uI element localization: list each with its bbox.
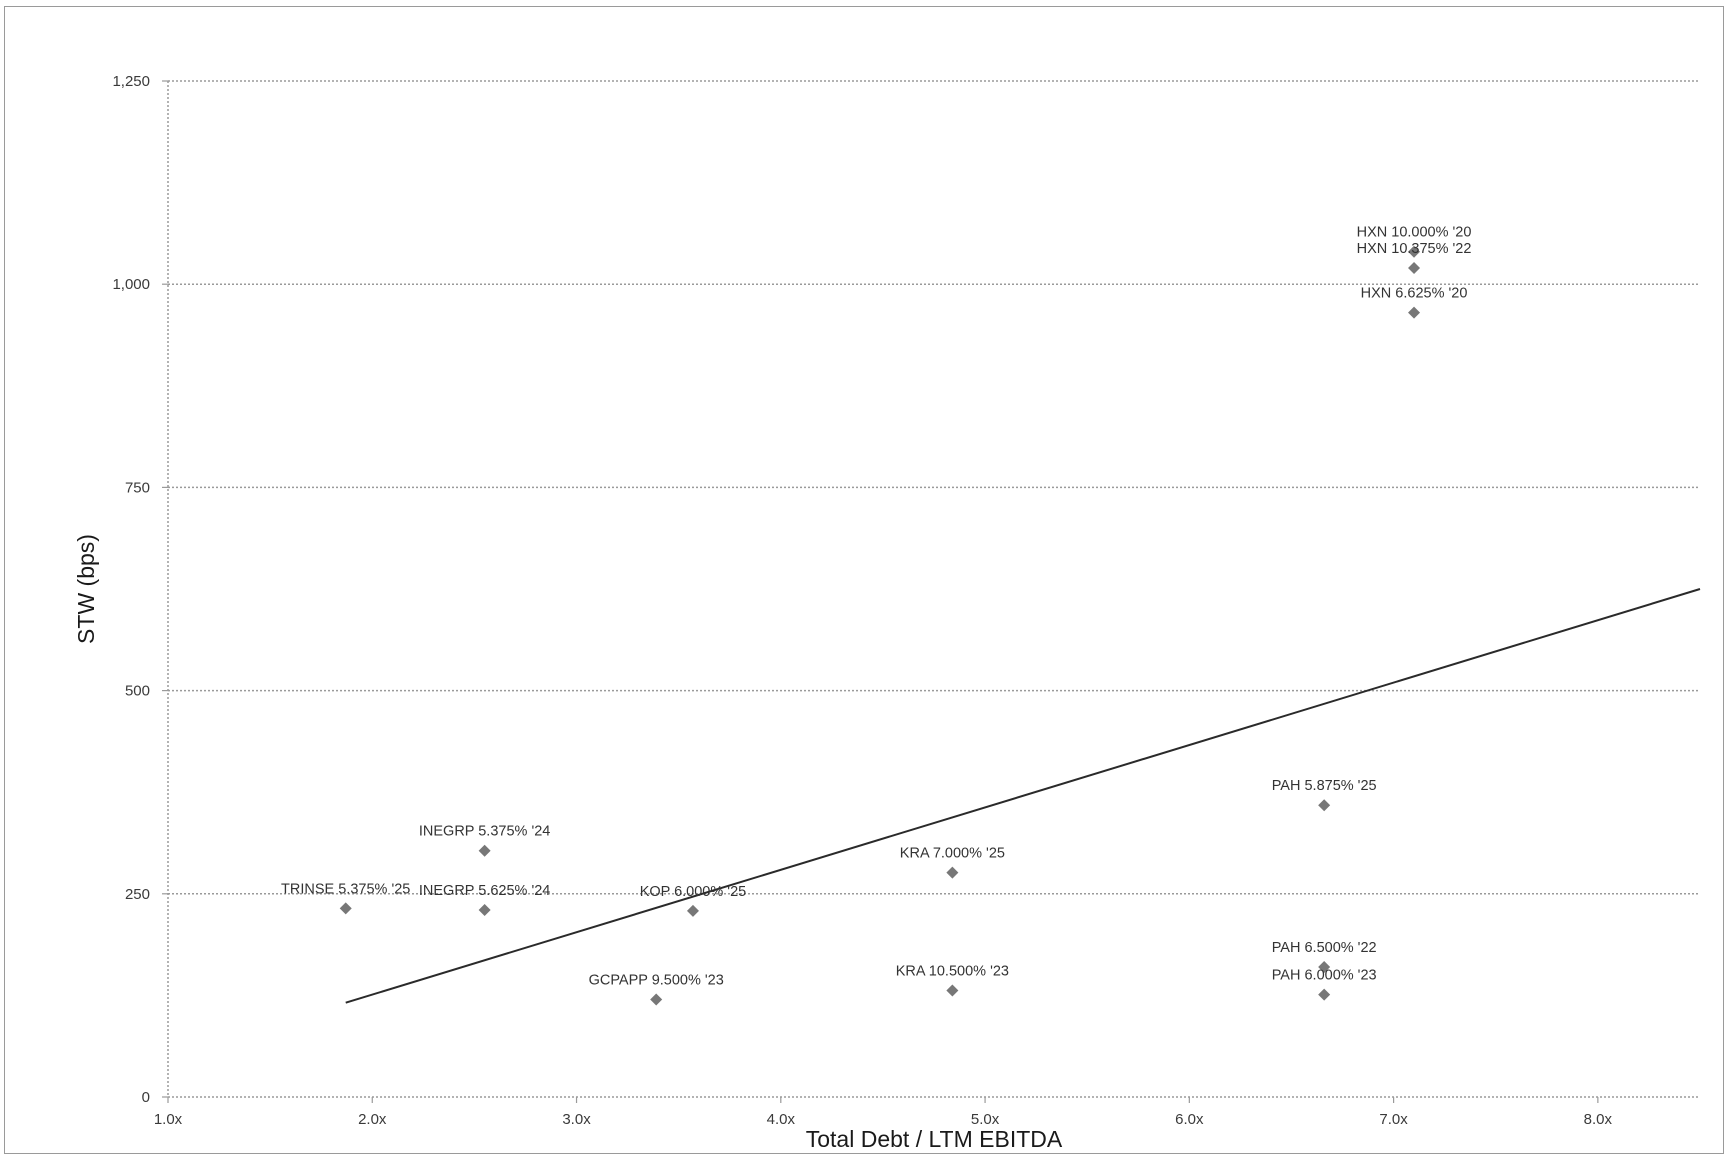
point-label: KOP 6.000% '25 bbox=[640, 884, 747, 900]
data-point bbox=[1318, 960, 1331, 973]
trendline bbox=[345, 588, 1701, 1004]
data-point bbox=[946, 984, 959, 997]
data-point bbox=[686, 904, 699, 917]
data-point bbox=[1408, 306, 1421, 319]
point-label: KRA 10.500% '23 bbox=[896, 964, 1009, 980]
data-point bbox=[339, 902, 352, 915]
data-points bbox=[339, 245, 1421, 1006]
point-labels: TRINSE 5.375% '25 INEGRP 5.375% '24 INEGRP… bbox=[281, 225, 1471, 989]
x-tick-label: 4.0x bbox=[767, 1111, 796, 1128]
y-axis-ticks: 0 250 500 750 1,000 1,250 bbox=[112, 73, 168, 1106]
gridlines bbox=[168, 80, 1700, 1098]
point-label: HXN 10.000% '20 bbox=[1357, 225, 1472, 241]
data-point bbox=[946, 866, 959, 879]
x-tick-label: 1.0x bbox=[154, 1111, 183, 1128]
data-point bbox=[1408, 261, 1421, 274]
y-tick-label: 1,250 bbox=[112, 73, 150, 90]
point-label: PAH 6.500% '22 bbox=[1272, 940, 1377, 956]
point-label: PAH 6.000% '23 bbox=[1272, 968, 1377, 984]
x-tick-label: 3.0x bbox=[562, 1111, 591, 1128]
y-axis-title: STW (bps) bbox=[73, 534, 99, 644]
y-tick-label: 0 bbox=[142, 1089, 150, 1106]
point-label: HXN 10.375% '22 bbox=[1357, 241, 1472, 257]
chart-frame bbox=[4, 6, 1724, 1154]
x-tick-label: 7.0x bbox=[1379, 1111, 1408, 1128]
x-tick-label: 2.0x bbox=[358, 1111, 387, 1128]
data-point bbox=[650, 993, 663, 1006]
point-label: GCPAPP 9.500% '23 bbox=[589, 972, 724, 988]
data-point bbox=[478, 844, 491, 857]
data-point bbox=[1318, 988, 1331, 1001]
point-label: HXN 6.625% '20 bbox=[1361, 286, 1468, 302]
point-label: PAH 5.875% '25 bbox=[1272, 778, 1377, 794]
point-label: INEGRP 5.375% '24 bbox=[419, 824, 550, 840]
point-label: KRA 7.000% '25 bbox=[900, 846, 1005, 862]
x-tick-label: 6.0x bbox=[1175, 1111, 1204, 1128]
y-tick-label: 250 bbox=[125, 886, 150, 903]
y-tick-label: 1,000 bbox=[112, 276, 150, 293]
point-label: TRINSE 5.375% '25 bbox=[281, 881, 410, 897]
y-tick-label: 750 bbox=[125, 479, 150, 496]
data-point bbox=[1408, 245, 1421, 258]
x-tick-label: 8.0x bbox=[1584, 1111, 1613, 1128]
x-axis-ticks: 1.0x 2.0x 3.0x 4.0x 5.0x 6.0x 7.0x 8.0x bbox=[154, 1097, 1613, 1128]
x-axis-title: Total Debt / LTM EBITDA bbox=[806, 1126, 1063, 1152]
data-point bbox=[478, 904, 491, 917]
x-tick-label: 5.0x bbox=[971, 1111, 1000, 1128]
y-tick-label: 500 bbox=[125, 683, 150, 700]
point-label: INEGRP 5.625% '24 bbox=[419, 883, 550, 899]
trendline-group bbox=[345, 588, 1701, 1004]
data-point bbox=[1318, 799, 1331, 812]
